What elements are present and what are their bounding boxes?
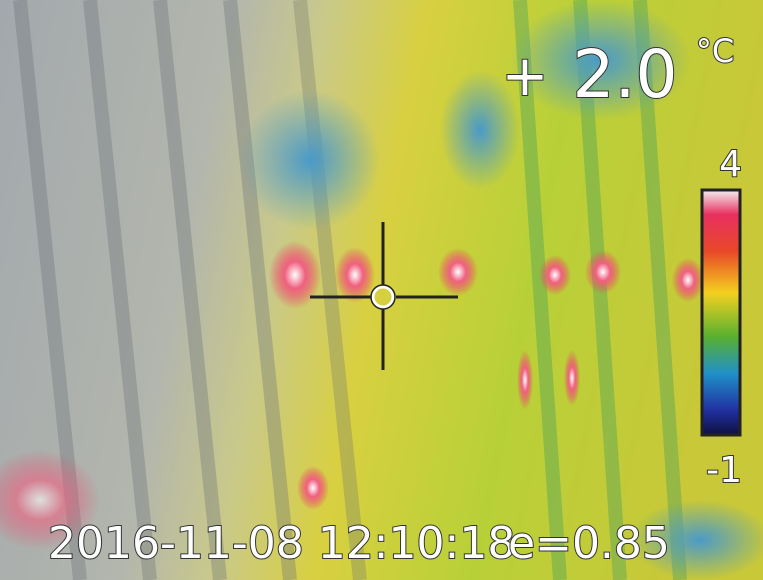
timestamp: 2016-11-08 12:10:18 (48, 518, 515, 569)
spot-marker: + (502, 44, 549, 109)
color-scale (702, 190, 740, 435)
thermal-image: + 2.0 °C 4 -1 2016-11-08 12:10:18 e=0.85 (0, 0, 763, 580)
page: + 2.0 °C 4 -1 2016-11-08 12:10:18 e=0.85… (0, 0, 763, 580)
emissivity: e=0.85 (508, 518, 670, 569)
spot-temperature: 2.0 (573, 36, 678, 113)
scale-min: -1 (706, 450, 742, 491)
scale-max: 4 (719, 144, 742, 185)
temperature-unit: °C (696, 32, 734, 70)
